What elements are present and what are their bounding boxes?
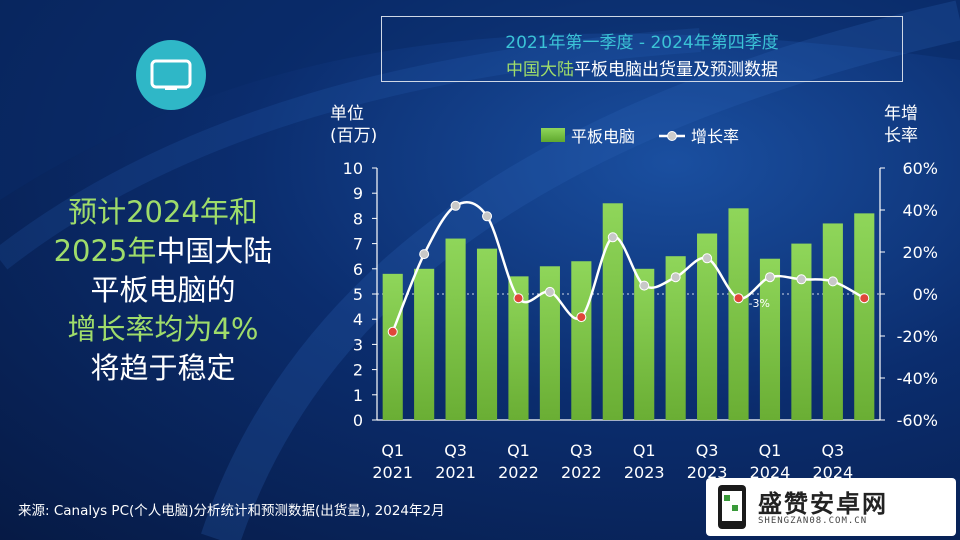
bar-Q1-2021: [383, 274, 403, 420]
watermark-url: SHENGZAN08.COM.CN: [758, 516, 867, 526]
growth-point-Q4-2024: [860, 294, 869, 303]
bar-Q2-2024: [791, 244, 811, 420]
bar-Q3-2024: [823, 223, 843, 420]
growth-annotation: -3%: [749, 297, 770, 310]
right-tick-label: 20%: [902, 243, 938, 262]
right-tick-label: -20%: [897, 327, 938, 346]
left-tick-label: 9: [353, 184, 363, 203]
x-tick-quarter: Q1: [507, 441, 530, 460]
growth-point-Q3-2024: [828, 277, 837, 286]
growth-point-Q4-2022: [608, 233, 617, 242]
x-tick-quarter: Q3: [444, 441, 467, 460]
bar-Q4-2023: [728, 208, 748, 420]
growth-point-Q1-2022: [514, 294, 523, 303]
left-tick-label: 8: [353, 209, 363, 228]
watermark-name: 盛赞安卓网: [758, 484, 888, 519]
right-tick-label: -60%: [897, 411, 938, 430]
source-note: 来源: Canalys PC(个人电脑)分析统计和预测数据(出货量), 2024…: [18, 499, 445, 519]
x-tick-year: 2021: [435, 463, 476, 482]
left-tick-label: 10: [343, 159, 363, 178]
bar-Q2-2021: [414, 269, 434, 420]
left-tick-label: 1: [353, 386, 363, 405]
bar-Q1-2023: [634, 269, 654, 420]
x-tick-year: 2022: [498, 463, 539, 482]
growth-point-Q4-2021: [483, 212, 492, 221]
growth-point-Q1-2024: [765, 273, 774, 282]
growth-point-Q1-2021: [388, 327, 397, 336]
left-tick-label: 2: [353, 361, 363, 380]
growth-point-Q2-2023: [671, 273, 680, 282]
phone-icon: [710, 481, 756, 533]
growth-point-Q2-2022: [545, 287, 554, 296]
left-tick-label: 7: [353, 235, 363, 254]
x-tick-year: 2021: [372, 463, 413, 482]
left-tick-label: 3: [353, 335, 363, 354]
x-tick-year: 2022: [561, 463, 602, 482]
right-tick-label: 60%: [902, 159, 938, 178]
x-tick-quarter: Q3: [821, 441, 844, 460]
x-tick-year: 2023: [624, 463, 665, 482]
growth-point-Q2-2021: [420, 250, 429, 259]
x-tick-quarter: Q1: [381, 441, 404, 460]
watermark-logo: 盛赞安卓网 SHENGZAN08.COM.CN: [706, 478, 956, 536]
x-tick-quarter: Q3: [696, 441, 719, 460]
growth-point-Q4-2023: [734, 294, 743, 303]
growth-point-Q3-2021: [451, 201, 460, 210]
growth-point-Q3-2023: [703, 254, 712, 263]
right-tick-label: -40%: [897, 369, 938, 388]
growth-point-Q1-2023: [640, 281, 649, 290]
left-tick-label: 5: [353, 285, 363, 304]
bar-Q4-2024: [854, 213, 874, 420]
chart-plot: 0 1 2 3 4 5 6 7 8 9 10 -60% -40% -20% 0% 20% 40% 60% -3% Q1…: [0, 0, 960, 540]
x-tick-quarter: Q1: [759, 441, 782, 460]
right-tick-label: 0%: [913, 285, 938, 304]
bar-Q3-2022: [571, 261, 591, 420]
x-tick-quarter: Q3: [570, 441, 593, 460]
left-tick-label: 4: [353, 310, 363, 329]
bar-Q4-2021: [477, 249, 497, 420]
x-tick-quarter: Q1: [633, 441, 656, 460]
left-tick-label: 6: [353, 260, 363, 279]
growth-point-Q2-2024: [797, 275, 806, 284]
left-tick-label: 0: [353, 411, 363, 430]
bar-Q3-2021: [446, 239, 466, 420]
right-tick-label: 40%: [902, 201, 938, 220]
growth-point-Q3-2022: [577, 313, 586, 322]
